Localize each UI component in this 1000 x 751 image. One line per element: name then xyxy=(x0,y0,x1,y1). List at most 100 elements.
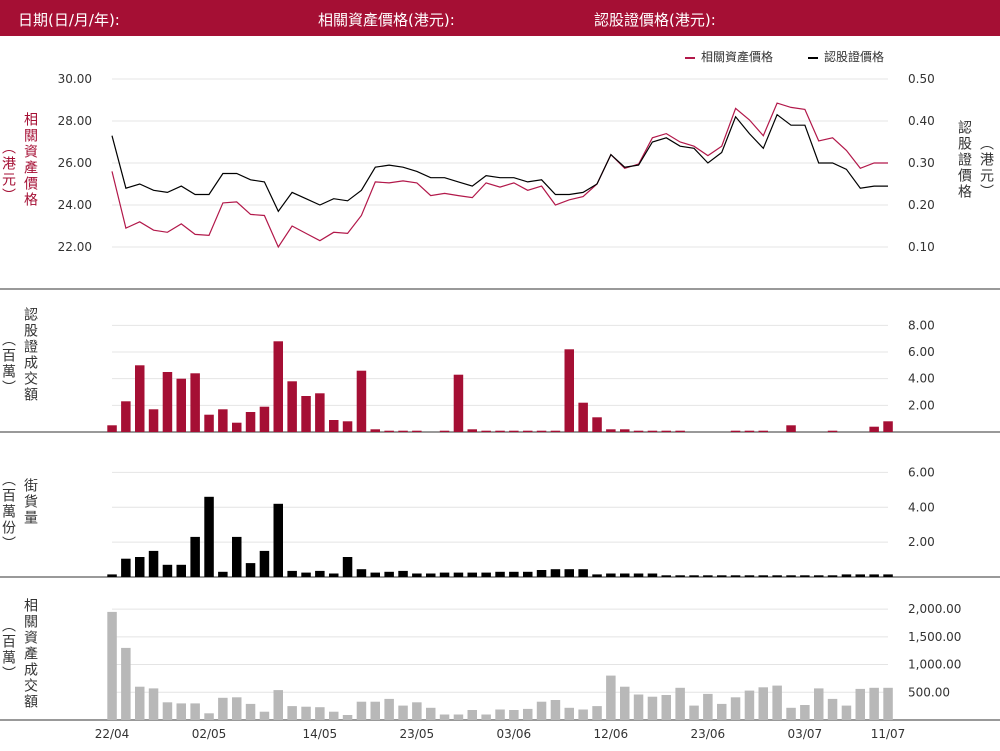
asset-turnover-bar xyxy=(301,706,311,720)
x-axis-tick-label: 02/05 xyxy=(192,727,227,741)
street-volume-bar xyxy=(245,563,256,577)
warrant-price-axis-title: 認股證價格 xyxy=(956,120,972,200)
warrant-turnover-bar xyxy=(398,430,408,432)
asset-turnover-bar xyxy=(606,675,616,720)
warrant-turnover-bar xyxy=(412,430,422,432)
street-volume-bar xyxy=(439,572,450,577)
chart-marks xyxy=(107,102,893,720)
gridlines xyxy=(112,78,888,693)
asset-turnover-bar xyxy=(176,703,186,720)
asset-turnover-bar xyxy=(883,687,893,720)
x-axis-tick-label: 23/05 xyxy=(400,727,435,741)
asset-turnover-bar xyxy=(523,708,533,720)
asset-turnover-bar xyxy=(426,707,436,720)
street-volume-bar xyxy=(329,573,339,577)
legend-warrant: 認股證價格 xyxy=(808,48,884,65)
asset-turnover-bar xyxy=(273,690,283,720)
asset-turnover-bar xyxy=(730,697,741,720)
x-axis-tick-label: 23/06 xyxy=(691,727,726,741)
asset-turnover-bar xyxy=(717,703,727,720)
street-volume-bar xyxy=(564,569,574,577)
warrant-turnover-bar xyxy=(204,414,214,432)
warrant-turnover-bar xyxy=(176,378,186,432)
warrant-turnover-bar xyxy=(578,402,588,432)
street-volume-bar xyxy=(758,575,768,577)
warrant-turnover-bar xyxy=(606,429,616,432)
asset-turnover-bar xyxy=(412,702,422,720)
asset-turnover-bar xyxy=(550,700,561,720)
asset-turnover-bar xyxy=(495,709,505,720)
asset-turnover-bar xyxy=(758,687,768,720)
x-axis-tick-label: 14/05 xyxy=(303,727,338,741)
asset-turnover-axis-title: 相關資產成交額 xyxy=(22,598,38,710)
street-volume-bar xyxy=(135,557,145,577)
right-axis-tick-label: 0.40 xyxy=(908,114,935,128)
street-volume-bar xyxy=(315,570,325,577)
asset-turnover-tick-label: 1,500.00 xyxy=(908,630,961,644)
warrant-turnover-bar xyxy=(620,429,630,432)
street-axis-unit: （百萬份） xyxy=(0,472,16,552)
asset-turnover-bar xyxy=(689,705,699,720)
left-axis-tick-label: 26.00 xyxy=(58,156,92,170)
warrant-turnover-bar xyxy=(730,430,741,432)
street-volume-bar xyxy=(384,571,394,577)
asset-turnover-bar xyxy=(592,706,602,720)
asset-turnover-bar xyxy=(148,688,159,720)
asset-turnover-bar xyxy=(453,714,464,720)
street-volume-bar xyxy=(342,557,353,577)
asset-turnover-bar xyxy=(467,710,477,720)
asset-turnover-bar xyxy=(841,705,852,720)
street-volume-bar xyxy=(703,575,713,577)
warrant-turnover-bar xyxy=(564,349,574,432)
street-volume-tick-label: 6.00 xyxy=(908,465,935,479)
warrant-turnover-bar xyxy=(342,421,353,432)
street-volume-tick-label: 2.00 xyxy=(908,535,935,549)
warrant-turnover-bar xyxy=(218,409,228,432)
asset-price-line xyxy=(111,102,888,249)
warrant-turnover-bar xyxy=(661,430,671,432)
warrant-price-axis-unit: （港元） xyxy=(978,136,994,200)
asset-turnover-bar xyxy=(703,693,713,720)
x-axis-tick-label: 12/06 xyxy=(594,727,629,741)
street-volume-bar xyxy=(647,573,658,577)
tick-labels: 30.00 28.00 26.00 24.00 22.00 0.50 0.40 0.30 0.2… xyxy=(58,72,962,741)
warrant-turnover-bar xyxy=(232,422,242,432)
warrant-turnover-bar xyxy=(786,425,796,432)
asset-turnover-bar xyxy=(814,688,824,720)
street-volume-bar xyxy=(841,574,852,577)
street-volume-bar xyxy=(356,569,367,577)
warrant-turnover-bar xyxy=(758,430,768,432)
street-volume-bar xyxy=(121,558,131,577)
street-volume-bar xyxy=(148,550,159,577)
date-label: 日期(日/月/年): xyxy=(18,11,120,29)
warrant-turnover-bar xyxy=(329,420,339,432)
asset-price-label: 相關資產價格(港元): xyxy=(318,11,455,29)
legend-asset-swatch xyxy=(685,56,695,59)
asset-turnover-bar xyxy=(633,694,644,720)
asset-turnover-bar xyxy=(107,611,117,720)
warrant-turnover-tick-label: 2.00 xyxy=(908,398,935,412)
asset-turnover-axis-unit: （百萬） xyxy=(0,618,16,682)
right-axis-tick-label: 0.10 xyxy=(908,240,935,254)
warrant-turnover-axis-unit: （百萬） xyxy=(0,332,16,396)
warrant-price-line xyxy=(111,113,888,213)
warrant-turnover-bar xyxy=(356,370,367,432)
street-volume-bar xyxy=(550,569,561,577)
asset-turnover-bar xyxy=(481,714,491,720)
street-volume-bar xyxy=(578,569,588,577)
legend-asset: 相關資產價格 xyxy=(685,48,773,65)
street-volume-bar xyxy=(606,573,616,577)
warrant-turnover-bar xyxy=(135,365,145,432)
warrant-turnover-bar xyxy=(107,425,117,432)
warrant-turnover-bar xyxy=(190,373,200,432)
street-volume-bar xyxy=(107,574,117,577)
street-volume-bar xyxy=(523,571,533,577)
warrant-turnover-bar xyxy=(495,430,505,432)
street-volume-bar xyxy=(814,575,824,577)
right-axis-tick-label: 0.30 xyxy=(908,156,935,170)
warrant-turnover-bar xyxy=(647,430,658,432)
right-axis-tick-label: 0.50 xyxy=(908,72,935,86)
asset-turnover-bar xyxy=(578,709,588,720)
warrant-turnover-bar xyxy=(481,430,491,432)
street-volume-bar xyxy=(176,564,186,577)
